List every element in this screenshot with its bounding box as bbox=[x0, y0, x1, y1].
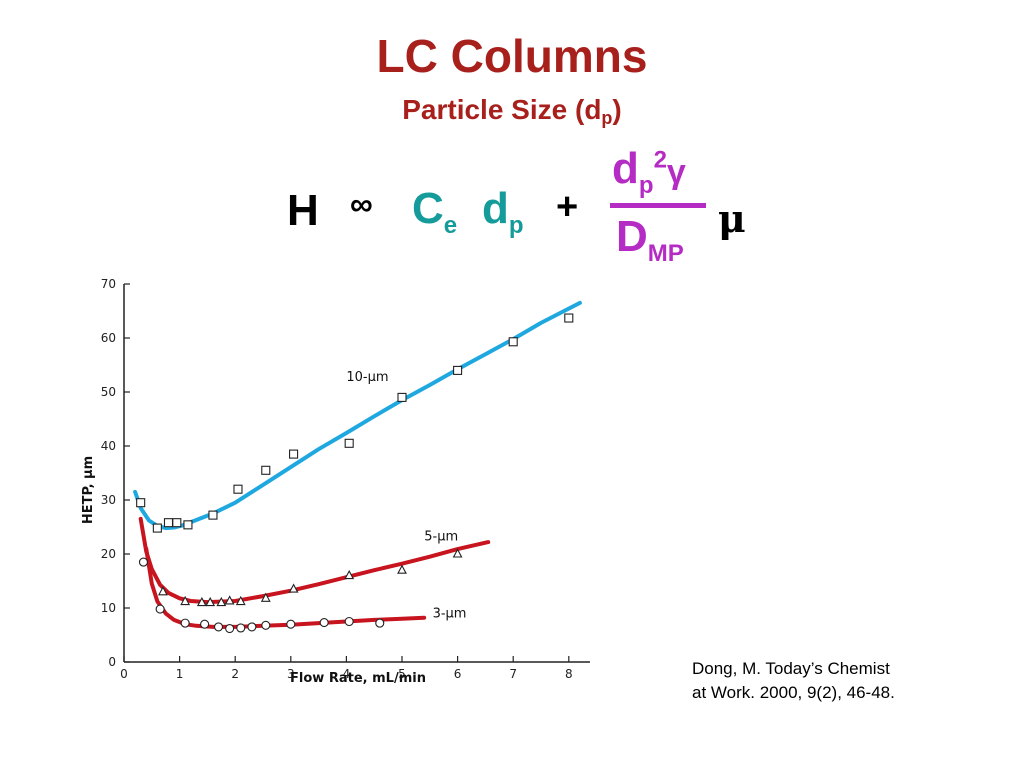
equation-dp: dp bbox=[482, 184, 524, 239]
slide-subtitle: Particle Size (dp) bbox=[402, 94, 622, 128]
x-tick-label: 6 bbox=[454, 667, 462, 681]
y-tick-label: 30 bbox=[101, 493, 116, 507]
data-point-triangle bbox=[196, 596, 207, 607]
proportional-symbol: ∞ bbox=[350, 186, 373, 222]
citation-line-1: Dong, M. Today’s Chemist bbox=[692, 659, 890, 678]
equation-ce: Ce bbox=[412, 184, 458, 239]
data-point-circle bbox=[200, 619, 210, 629]
y-axis-title: HETP, µm bbox=[81, 456, 96, 524]
data-point-square bbox=[508, 337, 518, 347]
series-curve-2 bbox=[138, 516, 491, 605]
fraction-numerator: dp2γ bbox=[612, 144, 686, 199]
data-point-square bbox=[172, 518, 182, 528]
data-point-triangle bbox=[205, 596, 216, 607]
citation-line-2: at Work. 2000, 9(2), 46-48. bbox=[692, 683, 895, 702]
data-point-triangle bbox=[180, 595, 191, 606]
data-point-triangle bbox=[224, 595, 235, 605]
data-point-square bbox=[136, 498, 146, 508]
data-point-triangle bbox=[344, 569, 355, 580]
data-point-triangle bbox=[216, 596, 227, 607]
slide-title: LC Columns bbox=[376, 30, 648, 82]
series-label: 10-µm bbox=[346, 370, 388, 385]
x-tick-label: 2 bbox=[231, 667, 239, 681]
data-point-square bbox=[453, 365, 463, 375]
data-point-circle bbox=[180, 618, 190, 628]
citation: Dong, M. Today’s Chemist at Work. 2000, … bbox=[692, 657, 992, 705]
x-axis-title: Flow Rate, mL/min bbox=[290, 671, 426, 686]
hetp-vs-flow-chart: 0 1 2 3 4 5 6 7 8 0 10 20 30 40 50 60 70 10-µm 5-µm 3-µm F… bbox=[81, 277, 590, 686]
data-point-circle bbox=[247, 622, 257, 632]
series-curve-1 bbox=[133, 300, 582, 531]
data-point-circle bbox=[138, 557, 149, 567]
series-label: 5-µm bbox=[424, 530, 458, 545]
series-label: 3-µm bbox=[433, 607, 467, 622]
data-point-square bbox=[261, 465, 271, 475]
y-tick-label: 10 bbox=[101, 601, 116, 615]
data-point-circle bbox=[236, 623, 246, 633]
equation-h: H bbox=[287, 186, 319, 235]
data-point-square bbox=[289, 449, 299, 459]
y-tick-label: 0 bbox=[108, 655, 116, 669]
y-tick-label: 60 bbox=[101, 331, 116, 345]
data-point-triangle bbox=[452, 548, 463, 558]
data-point-square bbox=[233, 484, 243, 494]
data-point-triangle bbox=[260, 592, 271, 602]
data-point-circle bbox=[344, 616, 354, 627]
data-point-square bbox=[397, 392, 407, 402]
y-tick-label: 20 bbox=[101, 547, 116, 561]
data-point-square bbox=[152, 523, 162, 533]
data-point-circle bbox=[375, 618, 385, 628]
data-point-square bbox=[564, 313, 574, 323]
x-tick-label: 0 bbox=[120, 667, 128, 681]
x-tick-label: 3 bbox=[287, 667, 295, 681]
data-point-triangle bbox=[235, 595, 246, 606]
data-point-circle bbox=[319, 618, 329, 628]
data-point-square bbox=[208, 510, 218, 520]
fraction-denominator: DMP bbox=[616, 212, 684, 267]
data-point-square bbox=[163, 518, 174, 528]
x-tick-label: 5 bbox=[398, 667, 406, 681]
data-point-triangle bbox=[288, 583, 299, 593]
data-point-square bbox=[344, 438, 354, 448]
x-tick-label: 1 bbox=[176, 667, 184, 681]
y-tick-label: 50 bbox=[101, 385, 116, 399]
data-point-circle bbox=[155, 604, 165, 614]
y-tick-label: 70 bbox=[101, 277, 116, 291]
data-point-circle bbox=[225, 623, 235, 634]
x-tick-label: 7 bbox=[509, 667, 517, 681]
data-point-triangle bbox=[397, 564, 407, 574]
data-point-circle bbox=[286, 619, 296, 629]
data-point-circle bbox=[261, 620, 271, 630]
data-point-circle bbox=[213, 622, 224, 632]
data-point-triangle bbox=[158, 586, 168, 596]
x-tick-label: 8 bbox=[565, 667, 573, 681]
series-curve-3 bbox=[144, 546, 427, 629]
data-point-square bbox=[183, 520, 193, 530]
viscosity-mu: μ bbox=[718, 196, 746, 241]
y-tick-label: 40 bbox=[101, 439, 116, 453]
x-tick-label: 4 bbox=[343, 667, 351, 681]
plus-sign: + bbox=[556, 186, 579, 228]
fraction-bar bbox=[610, 203, 706, 208]
